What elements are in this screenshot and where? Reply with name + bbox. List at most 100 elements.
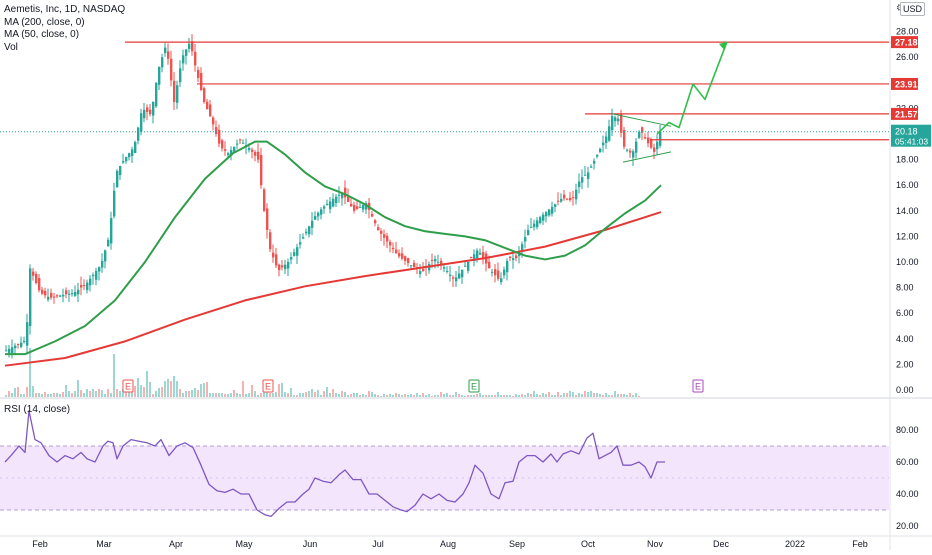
candle-body xyxy=(614,117,617,122)
last-price-badge xyxy=(891,124,931,147)
candle-body xyxy=(620,114,623,133)
time-axis-tick: Jun xyxy=(303,539,318,549)
candle-body xyxy=(59,295,62,297)
candle-body xyxy=(530,226,533,228)
candle-body xyxy=(515,255,518,259)
candle-body xyxy=(278,264,281,271)
volume-bar xyxy=(599,394,601,397)
candle-body xyxy=(500,278,503,283)
candle-body xyxy=(308,226,311,235)
candle-body xyxy=(362,205,365,210)
candle-body xyxy=(563,194,566,199)
volume-bar xyxy=(308,391,310,397)
candle-body xyxy=(236,143,239,145)
volume-bar xyxy=(62,392,64,397)
earnings-marker-label: E xyxy=(471,382,477,392)
volume-bar xyxy=(176,381,178,397)
candle-body xyxy=(542,214,545,221)
volume-bar xyxy=(404,394,406,397)
candle-body xyxy=(374,220,377,224)
volume-bar xyxy=(512,396,514,397)
candle-body xyxy=(659,131,662,146)
volume-bar xyxy=(146,371,148,397)
volume-bar xyxy=(533,391,535,397)
time-axis-tick: 2022 xyxy=(785,539,805,549)
volume-bar xyxy=(368,391,370,397)
projection-arrow-head xyxy=(719,41,727,50)
volume-bar xyxy=(590,391,592,397)
rsi-legend-label[interactable]: RSI (14, close) xyxy=(4,404,71,415)
volume-bar xyxy=(296,395,298,397)
volume-bar xyxy=(215,393,217,397)
candle-body xyxy=(608,126,611,141)
ma200-legend-label[interactable]: MA (200, close, 0) xyxy=(4,16,85,28)
volume-bar xyxy=(110,393,112,397)
candle-body xyxy=(311,220,314,228)
candle-body xyxy=(650,138,653,148)
candle-body xyxy=(479,252,482,255)
volume-bar xyxy=(86,389,88,397)
volume-bar xyxy=(608,395,610,397)
earnings-marker xyxy=(262,379,274,393)
candle-body xyxy=(185,49,188,56)
volume-bar xyxy=(50,394,52,397)
volume-bar xyxy=(497,392,499,397)
candle-body xyxy=(431,259,434,261)
vol-legend-label[interactable]: Vol xyxy=(4,41,18,53)
candle-body xyxy=(524,237,527,242)
volume-bar xyxy=(626,395,628,397)
volume-bar xyxy=(470,395,472,397)
rsi-axis-tick: 60.00 xyxy=(896,457,919,467)
candle-body xyxy=(26,322,29,346)
candle-body xyxy=(386,235,389,242)
volume-bar xyxy=(113,354,115,397)
candle-body xyxy=(296,247,299,256)
time-axis-tick: May xyxy=(235,539,253,549)
candle-body xyxy=(176,85,179,103)
volume-bar xyxy=(593,393,595,397)
volume-bar xyxy=(524,395,526,397)
candle-body xyxy=(587,172,590,179)
volume-bar xyxy=(47,394,49,397)
volume-bar xyxy=(281,383,283,397)
volume-bar xyxy=(71,393,73,397)
candle-body xyxy=(167,51,170,59)
ma200-line xyxy=(4,211,662,367)
candle-body xyxy=(104,250,107,262)
currency-badge[interactable]: USD xyxy=(900,2,926,16)
candle-body xyxy=(602,142,605,146)
volume-bar xyxy=(59,394,61,397)
volume-bar xyxy=(428,394,430,397)
candle-body xyxy=(56,295,59,297)
candle-body xyxy=(14,345,17,349)
volume-bar xyxy=(617,394,619,397)
candle-body xyxy=(632,151,635,158)
candle-body xyxy=(440,260,443,265)
candle-body xyxy=(611,116,614,131)
candle-body xyxy=(257,151,260,160)
price-axis-tick: 10.00 xyxy=(896,257,919,267)
volume-bar xyxy=(347,395,349,397)
volume-bar xyxy=(65,385,67,397)
volume-bar xyxy=(98,389,100,397)
ma50-legend-label[interactable]: MA (50, close, 0) xyxy=(4,29,80,40)
candle-body xyxy=(356,206,359,209)
time-axis-tick: Feb xyxy=(852,539,868,549)
candle-body xyxy=(458,273,461,279)
candle-body xyxy=(635,141,638,153)
symbol-title[interactable]: Aemetis, Inc, 1D, NASDAQ xyxy=(4,4,126,15)
candle-body xyxy=(392,247,395,250)
candle-body xyxy=(323,206,326,209)
volume-bar xyxy=(224,394,226,397)
volume-bar xyxy=(596,393,598,397)
candle-body xyxy=(140,113,143,132)
candle-body xyxy=(593,160,596,164)
volume-bar xyxy=(179,389,181,397)
candle-body xyxy=(68,293,71,295)
candle-body xyxy=(539,217,542,224)
candle-body xyxy=(419,270,422,274)
candle-body xyxy=(260,155,263,186)
volume-bar xyxy=(407,395,409,397)
volume-bar xyxy=(506,395,508,397)
